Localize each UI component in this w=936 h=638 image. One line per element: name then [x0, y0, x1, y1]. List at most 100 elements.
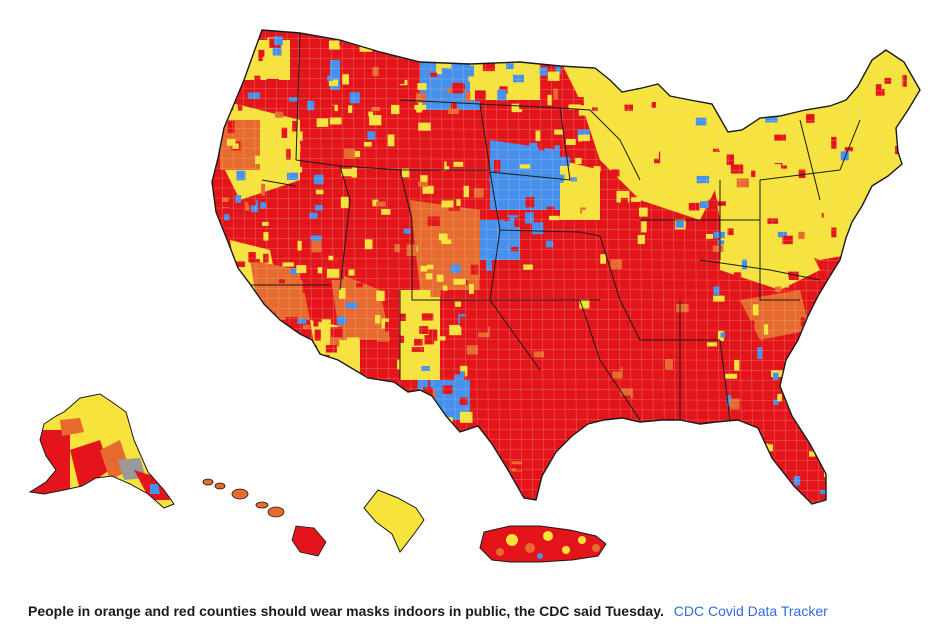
county-patch [570, 439, 584, 445]
county-line [836, 30, 842, 504]
county-patch [848, 275, 857, 281]
hawaii [202, 478, 327, 557]
county-patch [486, 258, 492, 271]
county-patch [261, 183, 266, 196]
county-patch [661, 180, 675, 187]
county-patch [494, 319, 500, 328]
county-patch [556, 290, 567, 299]
county-patch [506, 489, 514, 496]
county-patch [315, 189, 324, 195]
county-patch [322, 388, 328, 395]
county-patch [247, 395, 257, 402]
county-patch [332, 104, 338, 111]
county-patch [643, 353, 650, 361]
county-patch [235, 195, 242, 203]
county-patch [466, 345, 478, 355]
county-patch [858, 415, 865, 427]
county-patch [282, 262, 294, 267]
county-patch [712, 495, 717, 500]
county-patch [833, 484, 844, 492]
county-patch [237, 94, 249, 106]
county-patch [391, 458, 397, 467]
county-patch [800, 317, 805, 327]
county-patch [868, 96, 876, 107]
county-patch [524, 212, 534, 224]
county-patch [223, 308, 235, 321]
county-patch [808, 62, 813, 73]
county-patch [605, 92, 615, 102]
source-credit-link[interactable]: CDC Covid Data Tracker [673, 603, 828, 619]
county-patch [692, 364, 698, 375]
county-patch [539, 322, 544, 334]
county-patch [574, 499, 579, 504]
county-patch [241, 499, 255, 504]
county-patch [438, 336, 446, 341]
county-patch [402, 259, 410, 267]
county-patch [807, 418, 815, 426]
county-patch [720, 43, 728, 49]
county-patch [274, 206, 286, 214]
county-patch [231, 338, 240, 344]
county-patch [806, 114, 815, 123]
county-patch [425, 273, 433, 280]
county-patch [463, 185, 469, 198]
county-patch [269, 457, 276, 462]
county-patch [687, 341, 696, 347]
county-patch [538, 143, 545, 151]
county-patch [224, 450, 233, 455]
county-patch [665, 359, 673, 370]
county-line [495, 30, 501, 504]
county-patch [488, 38, 495, 43]
county-patch [544, 334, 552, 341]
county-patch [579, 439, 585, 451]
county-patch [245, 356, 259, 363]
county-patch [593, 166, 601, 172]
county-patch [506, 63, 514, 70]
county-patch [705, 45, 718, 50]
county-line [528, 30, 534, 504]
county-patch [292, 120, 297, 132]
county-patch [881, 82, 894, 90]
county-patch [651, 150, 659, 159]
county-patch [674, 282, 686, 293]
county-patch [558, 156, 570, 166]
county-patch [526, 303, 538, 313]
county-patch [281, 127, 288, 138]
county-patch [627, 65, 636, 77]
county-patch [637, 125, 647, 131]
county-patch [576, 383, 589, 390]
county-patch [343, 480, 356, 488]
county-patch [537, 367, 548, 376]
county-patch [702, 430, 713, 439]
county-patch [275, 111, 284, 118]
county-patch [510, 413, 516, 423]
county-patch [349, 92, 360, 104]
county-line [212, 227, 920, 232]
county-patch [507, 215, 519, 221]
county-patch [845, 319, 857, 331]
county-patch [361, 438, 374, 446]
county-patch [877, 490, 883, 499]
state-borders [250, 32, 861, 421]
county-patch [310, 157, 320, 164]
county-patch [881, 412, 890, 417]
county-patch [570, 177, 577, 182]
county-patch [473, 188, 484, 198]
county-patch [403, 228, 411, 234]
county-patch [800, 490, 813, 496]
county-patch [647, 298, 658, 304]
county-patch [700, 201, 709, 209]
county-patch [744, 452, 754, 460]
county-patch [476, 175, 489, 185]
county-patch [514, 217, 524, 228]
county-patch [514, 45, 526, 53]
county-patch [250, 326, 257, 337]
county-patch [710, 405, 723, 414]
county-line [212, 447, 920, 452]
county-patch [217, 260, 225, 269]
county-patch [757, 347, 763, 359]
county-patch [783, 276, 789, 288]
county-patch [798, 231, 805, 239]
county-patch [814, 393, 820, 399]
county-patch [622, 454, 629, 465]
